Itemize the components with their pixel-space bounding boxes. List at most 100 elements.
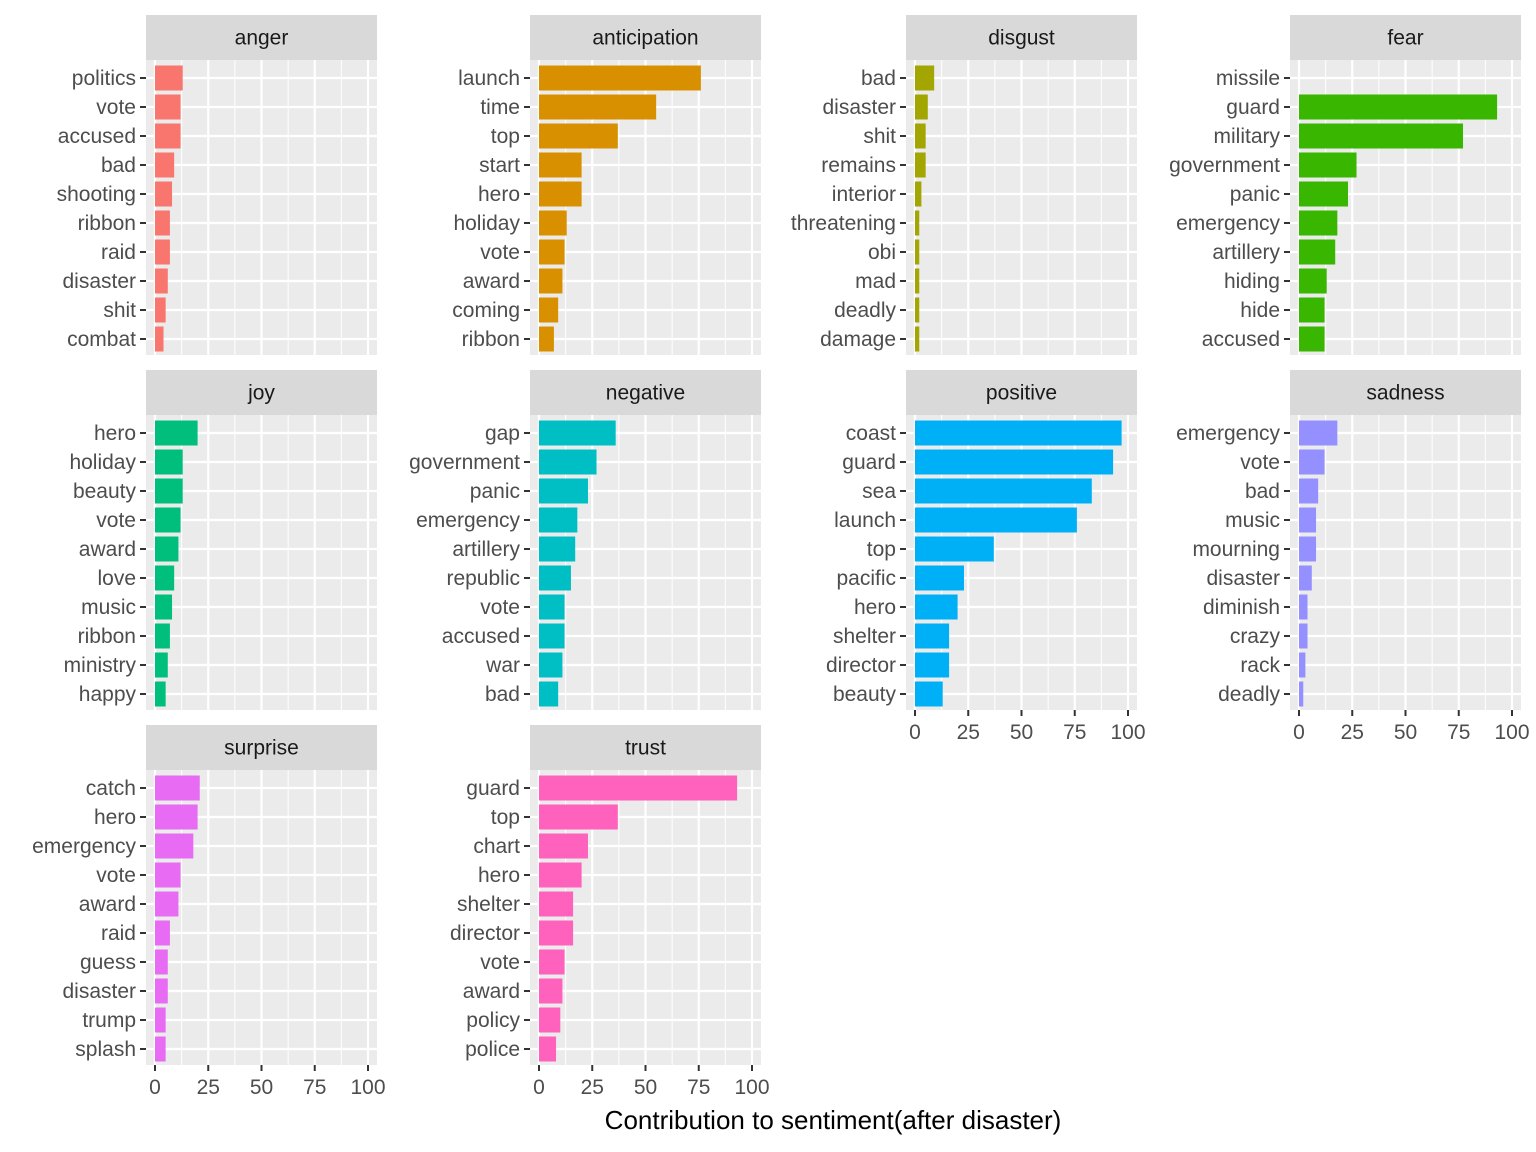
category-label: launch (458, 67, 520, 90)
category-label: artillery (452, 538, 520, 561)
bar-top (915, 536, 994, 562)
bar-panic (539, 478, 588, 504)
x-tick-label: 100 (734, 1076, 769, 1099)
bar-award (155, 891, 179, 917)
category-label: coming (452, 299, 520, 322)
category-label: obi (868, 241, 896, 264)
bar-threatening (915, 210, 920, 236)
bar-remains (915, 152, 926, 178)
bar-mourning (1299, 536, 1317, 562)
category-label: deadly (1218, 683, 1280, 706)
category-label: chart (473, 835, 520, 858)
x-tick-label: 0 (909, 721, 921, 744)
category-label: ribbon (78, 625, 136, 648)
category-label: government (1169, 154, 1280, 177)
category-label: ministry (64, 654, 137, 677)
x-tick-label: 50 (250, 1076, 273, 1099)
category-label: combat (67, 328, 136, 351)
bar-disaster (915, 94, 928, 120)
bar-shelter (915, 623, 950, 649)
category-label: director (450, 922, 520, 945)
bar-hero (539, 862, 582, 888)
facet-strip (1290, 15, 1521, 60)
category-label: time (480, 96, 520, 119)
bar-award (155, 536, 179, 562)
category-label: beauty (833, 683, 897, 706)
bar-beauty (915, 681, 943, 707)
bar-vote (155, 862, 181, 888)
facet-trust: trust guard top chart hero shelter director vot… (450, 725, 770, 1099)
facet-strip-label: anger (235, 27, 289, 50)
bar-catch (155, 775, 200, 801)
facet-strip-label: trust (625, 737, 666, 760)
category-label: holiday (69, 451, 136, 474)
category-label: catch (86, 777, 136, 800)
bar-crazy (1299, 623, 1308, 649)
x-tick-label: 75 (1447, 721, 1470, 744)
facet-strip (906, 15, 1137, 60)
category-label: politics (72, 67, 136, 90)
category-label: holiday (453, 212, 520, 235)
category-label: republic (446, 567, 520, 590)
bar-trump (155, 1007, 166, 1033)
category-label: hero (478, 183, 520, 206)
bar-chart (539, 833, 588, 859)
category-label: top (491, 806, 520, 829)
bar-diminish (1299, 594, 1308, 620)
bar-combat (155, 326, 164, 352)
bar-start (539, 152, 582, 178)
category-label: love (97, 567, 136, 590)
bar-launch (915, 507, 1077, 533)
bar-policy (539, 1007, 561, 1033)
category-label: vote (480, 596, 520, 619)
bar-beauty (155, 478, 183, 504)
bar-coming (539, 297, 559, 323)
category-label: police (465, 1038, 520, 1061)
facet-strip-label: anticipation (592, 27, 698, 50)
bar-pacific (915, 565, 964, 591)
bar-damage (915, 326, 920, 352)
bar-music (155, 594, 173, 620)
facet-joy: joy hero holiday beauty vote award love music ri… (64, 370, 377, 710)
bar-guess (155, 949, 168, 975)
bar-bad (915, 65, 935, 91)
bar-rack (1299, 652, 1306, 678)
bar-award (539, 268, 563, 294)
bar-shit (155, 297, 166, 323)
x-axis-title: Contribution to sentiment(after disaster… (605, 1105, 1062, 1135)
category-label: award (463, 980, 520, 1003)
bar-shooting (155, 181, 173, 207)
bar-happy (155, 681, 166, 707)
bar-splash (155, 1036, 166, 1062)
category-label: award (79, 538, 136, 561)
category-label: ribbon (78, 212, 136, 235)
x-tick-label: 25 (957, 721, 980, 744)
facet-strip (1290, 370, 1521, 415)
bar-holiday (155, 449, 183, 475)
facet-negative: negative gap government panic emergency artil… (409, 370, 761, 710)
category-label: damage (820, 328, 896, 351)
category-label: disaster (822, 96, 896, 119)
bar-disaster (1299, 565, 1312, 591)
bar-emergency (539, 507, 578, 533)
facet-strip-label: surprise (224, 737, 299, 760)
bar-coast (915, 420, 1122, 446)
x-tick-label: 75 (687, 1076, 710, 1099)
category-label: shit (103, 299, 136, 322)
bar-vote (539, 949, 565, 975)
category-label: award (79, 893, 136, 916)
bar-bad (1299, 478, 1319, 504)
category-label: guard (842, 451, 896, 474)
bar-shelter (539, 891, 574, 917)
category-label: bad (1245, 480, 1280, 503)
category-label: top (867, 538, 896, 561)
x-tick-label: 100 (350, 1076, 385, 1099)
category-label: vote (480, 951, 520, 974)
category-label: guard (1226, 96, 1280, 119)
category-label: disaster (1206, 567, 1280, 590)
category-label: mad (855, 270, 896, 293)
category-label: emergency (1176, 212, 1280, 235)
x-tick-label: 100 (1110, 721, 1145, 744)
bar-deadly (1299, 681, 1304, 707)
bar-ministry (155, 652, 168, 678)
